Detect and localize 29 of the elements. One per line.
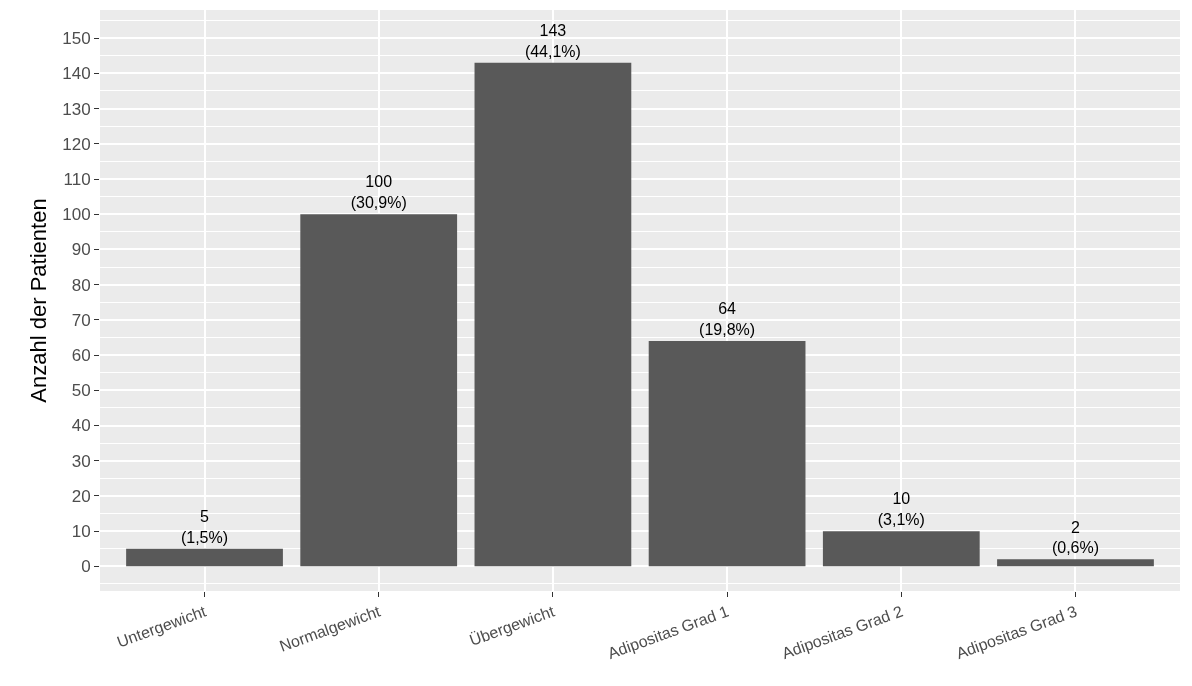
y-tick-label: 30 <box>71 451 91 471</box>
y-tick-label: 120 <box>62 134 91 154</box>
y-tick-label: 140 <box>62 64 91 84</box>
y-tick-label: 60 <box>71 346 91 366</box>
y-tick-label: 10 <box>71 522 91 542</box>
y-tick-label: 110 <box>63 169 91 189</box>
y-tick-label: 100 <box>62 205 91 225</box>
data-label: 64 (19,8%) <box>699 300 756 338</box>
y-tick-label: 90 <box>71 240 91 260</box>
data-label: 100 (30,9%) <box>350 173 407 212</box>
bar <box>997 559 1154 567</box>
data-label: 143 (44,1%) <box>524 22 581 60</box>
bar <box>474 62 632 567</box>
data-label: 10 (3,1%) <box>877 490 925 529</box>
data-label: 5 (1,5%) <box>180 507 229 546</box>
data-label: 2 (0,6%) <box>1051 518 1100 557</box>
y-tick-label: 40 <box>71 416 91 436</box>
bar <box>126 548 283 567</box>
bar <box>822 531 980 567</box>
bar <box>648 340 806 567</box>
y-tick-label: 80 <box>71 275 91 295</box>
y-tick-label: 130 <box>62 99 91 119</box>
bar <box>300 214 458 567</box>
y-tick-label: 0 <box>81 557 91 577</box>
y-axis-title: Anzahl der Patienten <box>26 198 51 403</box>
y-tick-label: 150 <box>62 29 91 49</box>
y-tick-label: 20 <box>71 486 91 506</box>
y-tick-label: 50 <box>71 381 91 401</box>
y-tick-label: 70 <box>71 310 91 330</box>
